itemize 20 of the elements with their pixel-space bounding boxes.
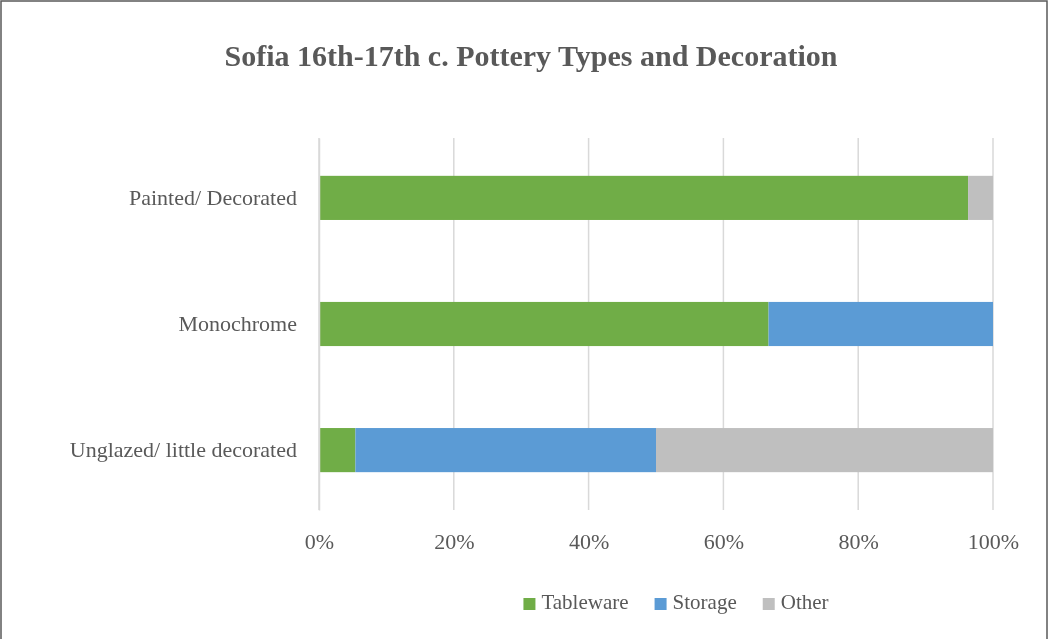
legend-label: Tableware — [541, 590, 629, 614]
x-tick-label: 80% — [838, 528, 879, 554]
bar — [319, 428, 356, 473]
x-tick-label: 60% — [703, 528, 745, 554]
x-tick-label: 20% — [434, 528, 475, 554]
y-tick-label: Monochrome — [178, 311, 297, 337]
bar — [968, 175, 993, 220]
x-tick-label: 0% — [304, 528, 335, 554]
bar — [355, 428, 656, 473]
y-tick-label: Unglazed/ little decorated — [69, 437, 297, 463]
legend-label: Storage — [672, 590, 737, 614]
x-tick-label: 100% — [967, 528, 1020, 554]
chart-title: Sofia 16th-17th c. Pottery Types and Decoration — [224, 39, 838, 72]
bar — [768, 301, 993, 347]
bar — [319, 175, 969, 220]
x-tick-label: 40% — [568, 528, 610, 554]
bar — [656, 428, 993, 473]
legend-label: Other — [780, 590, 829, 614]
y-tick-label: Painted/ Decorated — [129, 184, 297, 210]
bar — [319, 301, 769, 347]
